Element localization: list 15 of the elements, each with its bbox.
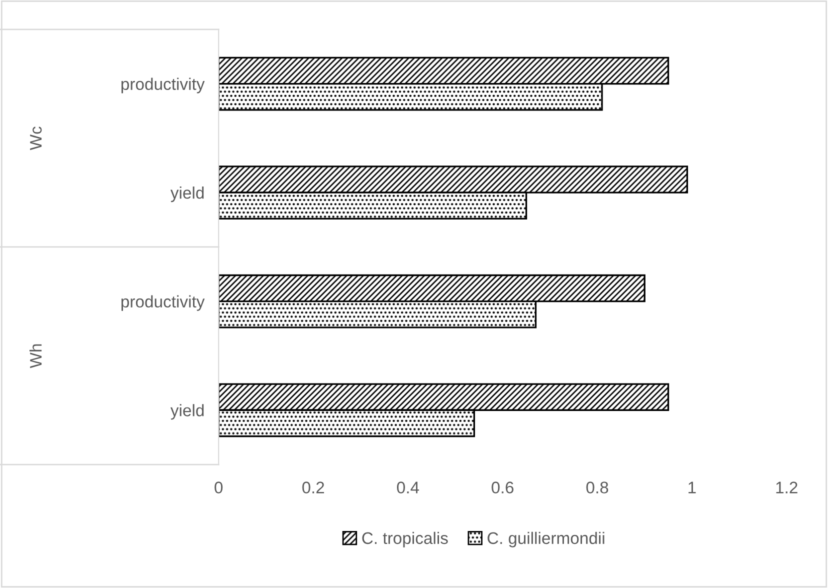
y-tick-label: yield: [170, 404, 204, 420]
x-tick-label: 1: [688, 482, 696, 494]
x-tick-label: 0: [214, 482, 223, 494]
y-tick-label: yield: [170, 186, 204, 202]
text: Wc: [30, 126, 42, 150]
x-tick-label: 1.2: [776, 482, 798, 494]
x-tick-label: 0.8: [586, 482, 608, 494]
x-tick-label: 0.4: [396, 482, 420, 494]
y-tick-label: productivity: [121, 78, 205, 94]
text: Wh: [29, 344, 42, 368]
legend-label: C. tropicalis: [362, 532, 448, 548]
x-tick-label: 0.6: [492, 482, 514, 494]
x-tick-label: 0.2: [302, 482, 324, 494]
legend-label: C. guilliermondii: [488, 532, 604, 548]
y-tick-label: productivity: [121, 295, 205, 311]
